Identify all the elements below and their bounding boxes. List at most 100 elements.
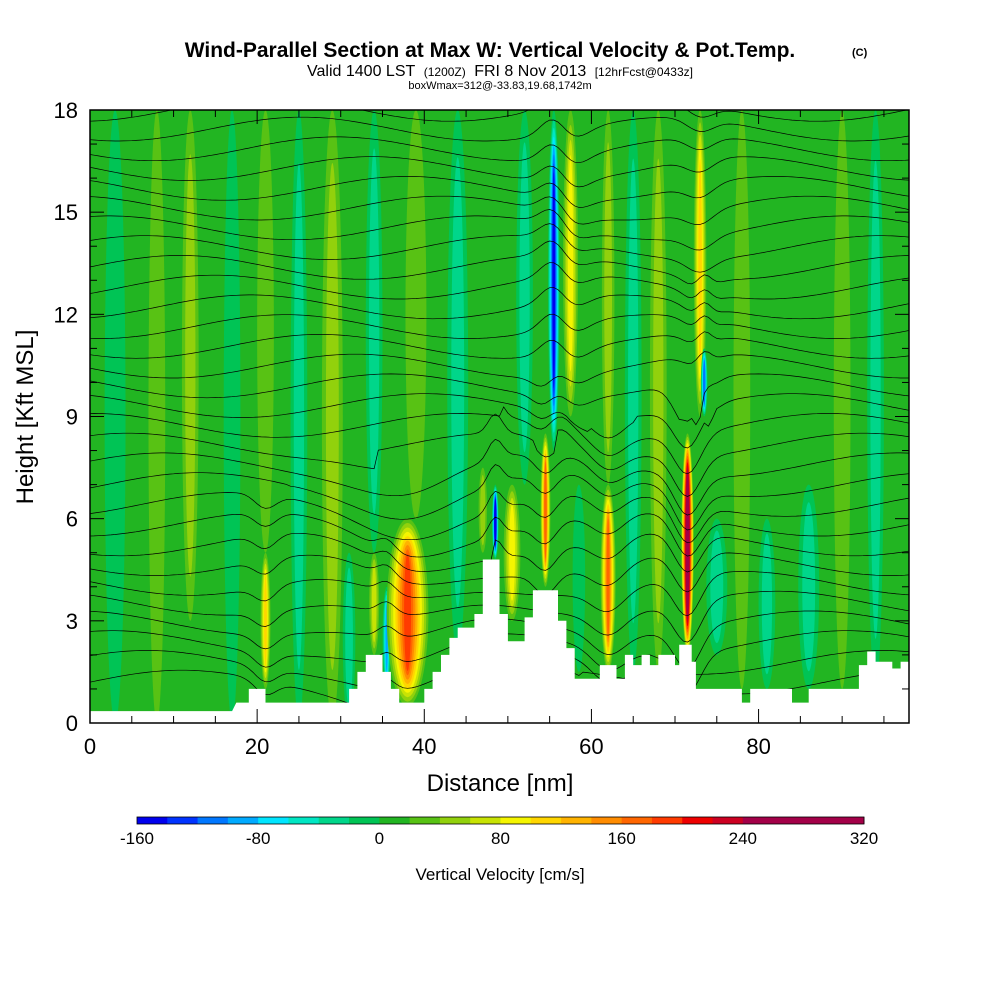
colorbar-swatch	[379, 817, 411, 824]
theta-contour-line	[90, 195, 909, 225]
colorbar-tick-label: -80	[246, 829, 271, 848]
colorbar-title: Vertical Velocity [cm/s]	[415, 865, 584, 884]
colorbar-swatch	[227, 817, 259, 824]
x-axis-label: Distance [nm]	[427, 770, 574, 797]
velocity-shade	[371, 565, 377, 643]
velocity-shade	[264, 574, 267, 668]
velocity-shade	[369, 148, 380, 515]
velocity-shade	[148, 110, 166, 723]
velocity-shade	[451, 157, 465, 608]
theta-contour-line	[90, 223, 909, 273]
velocity-shade	[604, 142, 613, 453]
velocity-cell	[260, 552, 271, 689]
velocity-cell	[758, 518, 776, 689]
chart-subtitle: Valid 1400 LST (1200Z) FRI 8 Nov 2013 [1…	[307, 63, 693, 80]
theta-contour-line	[90, 413, 909, 497]
velocity-shade	[703, 359, 706, 405]
theta-contour-line	[90, 110, 909, 122]
terrain-mask	[90, 559, 909, 723]
velocity-shade	[544, 461, 547, 559]
colorbar-tick-label: 320	[850, 829, 878, 848]
colorbar-swatch	[803, 817, 835, 824]
velocity-cell	[733, 110, 751, 689]
velocity-shade	[185, 154, 196, 577]
utc-time: (1200Z)	[424, 65, 466, 79]
theta-contour-line	[90, 373, 909, 426]
velocity-shade	[519, 142, 530, 453]
y-tick-label: 12	[54, 302, 78, 327]
max-w-note: boxWmax=312@-33.83,19.68,1742m	[408, 80, 591, 92]
valid-time: Valid 1400 LST	[307, 63, 415, 80]
velocity-cell	[447, 110, 469, 655]
x-tick-label: 60	[579, 734, 603, 759]
colorbar-swatch	[318, 817, 350, 824]
x-axis-ticks: 0 20 40 60 80	[84, 110, 885, 759]
velocity-cell	[867, 110, 884, 689]
colorbar-swatch	[591, 817, 623, 824]
forecast-info: [12hrFcst@0433z]	[595, 65, 693, 79]
velocity-shade	[572, 484, 586, 672]
velocity-cell	[405, 110, 427, 519]
velocity-shade	[345, 567, 353, 709]
y-axis-label: Height [Kft MSL]	[12, 330, 39, 505]
velocity-shade	[606, 518, 610, 638]
velocity-shade	[293, 163, 305, 670]
theta-contour-line	[90, 406, 909, 475]
theta-contour-line	[90, 438, 909, 516]
colorbar-swatch	[500, 817, 532, 824]
colorbar-swatch	[439, 817, 471, 824]
velocity-cell	[342, 552, 356, 723]
theta-contour-line	[90, 351, 909, 387]
velocity-shade	[686, 478, 689, 611]
colorbar-tick-label: 0	[375, 829, 384, 848]
velocity-cell	[540, 433, 551, 587]
theta-contour-line	[90, 313, 909, 339]
y-axis-ticks: 0 3 6 9 12 15 18	[54, 98, 909, 736]
velocity-shade	[710, 530, 724, 644]
velocity-cell	[386, 518, 429, 706]
velocity-cell	[148, 110, 166, 723]
velocity-shade	[325, 163, 339, 670]
y-tick-label: 6	[66, 507, 78, 532]
colorbar-swatch	[258, 817, 289, 824]
velocity-cell	[223, 110, 241, 723]
colorbar-swatch	[409, 817, 441, 824]
theta-contour-line	[90, 116, 909, 142]
velocity-shade	[223, 110, 241, 723]
colorbar-frame	[136, 816, 865, 825]
colorbar-swatch	[349, 817, 380, 824]
x-tick-label: 80	[746, 734, 770, 759]
colorbar-swatch	[742, 817, 774, 824]
chart-title: Wind-Parallel Section at Max W: Vertical…	[185, 39, 796, 62]
colorbar-tick-label: 240	[729, 829, 757, 848]
y-tick-label: 15	[54, 200, 78, 225]
velocity-cell	[572, 484, 586, 672]
y-tick-label: 18	[54, 98, 78, 123]
velocity-shade	[733, 110, 751, 689]
theta-contour-line	[90, 176, 909, 208]
theta-contour-line	[90, 490, 909, 544]
velocity-shade	[698, 159, 702, 368]
velocity-cell	[706, 518, 728, 655]
velocity-cell	[833, 110, 851, 689]
theta-contour-line	[90, 156, 909, 188]
velocity-cell	[491, 484, 499, 560]
colorbar-tick-label: 160	[607, 829, 635, 848]
colorbar: -160 -80 0 80 160 240 320	[120, 816, 878, 848]
velocity-shade	[833, 110, 851, 689]
colorbar-tick-label: 80	[491, 829, 510, 848]
velocity-cell	[321, 110, 343, 723]
y-tick-label: 0	[66, 711, 78, 736]
velocity-cell	[563, 110, 579, 417]
x-tick-label: 20	[245, 734, 269, 759]
colorbar-swatch	[621, 817, 653, 824]
velocity-cell	[478, 467, 487, 553]
velocity-shade	[761, 533, 773, 675]
velocity-cell	[601, 110, 615, 485]
colorbar-swatch	[288, 817, 320, 824]
velocity-cell	[369, 552, 380, 655]
colorbar-swatch	[530, 817, 562, 824]
valid-date: FRI 8 Nov 2013	[474, 63, 586, 80]
velocity-shade	[567, 154, 574, 372]
